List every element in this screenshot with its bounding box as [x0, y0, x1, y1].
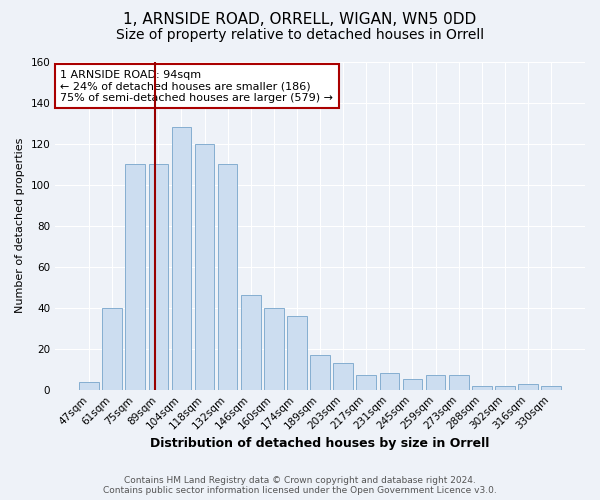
Text: Size of property relative to detached houses in Orrell: Size of property relative to detached ho… — [116, 28, 484, 42]
Bar — [195, 144, 214, 390]
Bar — [472, 386, 491, 390]
Bar — [172, 127, 191, 390]
Bar — [79, 382, 99, 390]
Bar — [403, 380, 422, 390]
Bar — [264, 308, 284, 390]
Bar — [287, 316, 307, 390]
Bar — [449, 376, 469, 390]
Bar — [125, 164, 145, 390]
Bar — [218, 164, 238, 390]
Bar — [356, 376, 376, 390]
Bar — [380, 374, 399, 390]
Bar — [518, 384, 538, 390]
Text: 1, ARNSIDE ROAD, ORRELL, WIGAN, WN5 0DD: 1, ARNSIDE ROAD, ORRELL, WIGAN, WN5 0DD — [124, 12, 476, 28]
Text: 1 ARNSIDE ROAD: 94sqm
← 24% of detached houses are smaller (186)
75% of semi-det: 1 ARNSIDE ROAD: 94sqm ← 24% of detached … — [61, 70, 334, 103]
Bar — [310, 355, 330, 390]
Bar — [426, 376, 445, 390]
X-axis label: Distribution of detached houses by size in Orrell: Distribution of detached houses by size … — [151, 437, 490, 450]
Bar — [241, 296, 260, 390]
Bar — [103, 308, 122, 390]
Bar — [541, 386, 561, 390]
Bar — [334, 363, 353, 390]
Bar — [149, 164, 168, 390]
Bar — [495, 386, 515, 390]
Text: Contains HM Land Registry data © Crown copyright and database right 2024.
Contai: Contains HM Land Registry data © Crown c… — [103, 476, 497, 495]
Y-axis label: Number of detached properties: Number of detached properties — [15, 138, 25, 314]
